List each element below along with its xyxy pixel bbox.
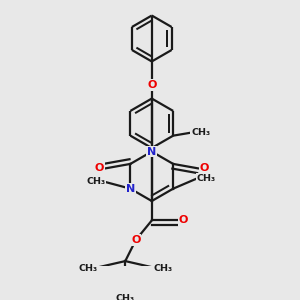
Text: CH₃: CH₃ — [78, 264, 97, 273]
Text: CH₃: CH₃ — [196, 174, 215, 183]
Text: O: O — [178, 215, 188, 226]
Text: CH₃: CH₃ — [116, 294, 135, 300]
Text: CH₃: CH₃ — [191, 128, 210, 136]
Text: O: O — [94, 163, 104, 173]
Text: O: O — [131, 235, 141, 245]
Text: O: O — [200, 163, 209, 173]
Text: O: O — [147, 80, 157, 90]
Text: CH₃: CH₃ — [153, 264, 172, 273]
Text: N: N — [126, 184, 135, 194]
Text: CH₃: CH₃ — [86, 177, 106, 186]
Text: N: N — [147, 147, 156, 157]
